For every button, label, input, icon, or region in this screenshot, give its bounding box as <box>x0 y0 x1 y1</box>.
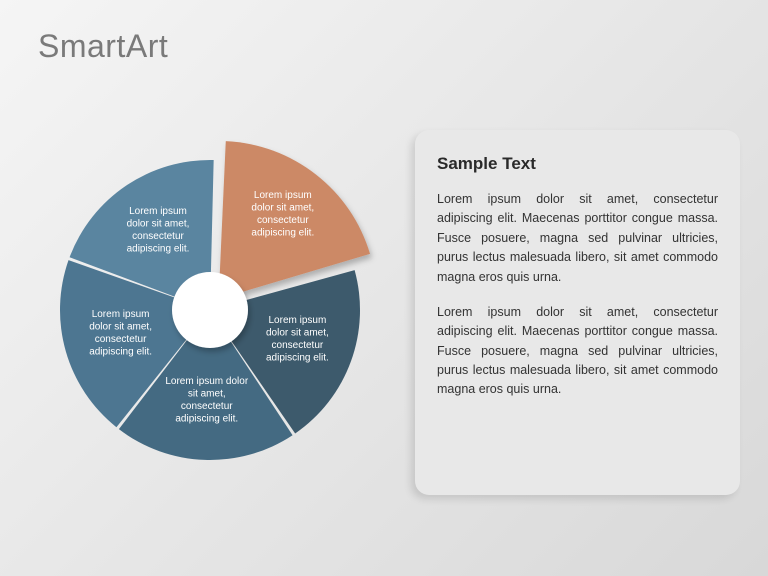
pie-slice-label: consectetur <box>181 401 233 412</box>
pie-slice-label: Lorem ipsum <box>92 309 150 320</box>
pie-slice-label: dolor sit amet, <box>89 321 152 332</box>
pie-slice-label: adipiscing elit. <box>251 228 314 239</box>
panel-paragraph-1: Lorem ipsum dolor sit amet, consectetur … <box>437 190 718 287</box>
pie-slice-label: dolor sit amet, <box>127 219 190 230</box>
pie-slice-label: dolor sit amet, <box>266 328 329 339</box>
pie-slice-label: Lorem ipsum <box>129 206 187 217</box>
pie-chart: Lorem ipsumdolor sit amet,consecteturadi… <box>30 120 390 500</box>
pie-slice-label: consectetur <box>132 231 184 242</box>
pie-slice-label: consectetur <box>95 334 147 345</box>
pie-slice-label: consectetur <box>272 340 324 351</box>
pie-slice-label: Lorem ipsum dolor <box>165 376 248 387</box>
panel-paragraph-2: Lorem ipsum dolor sit amet, consectetur … <box>437 303 718 400</box>
pie-slice-label: adipiscing elit. <box>89 346 152 357</box>
text-panel: Sample Text Lorem ipsum dolor sit amet, … <box>415 130 740 495</box>
page-title: SmartArt <box>38 28 168 65</box>
pie-hub <box>172 272 248 348</box>
pie-slice-label: adipiscing elit. <box>127 244 190 255</box>
pie-slice-label: adipiscing elit. <box>175 414 238 425</box>
panel-heading: Sample Text <box>437 154 718 174</box>
pie-slice-label: sit amet, <box>188 389 226 400</box>
pie-slice-label: Lorem ipsum <box>254 190 312 201</box>
pie-slice-label: consectetur <box>257 215 309 226</box>
pie-slice-label: Lorem ipsum <box>268 315 326 326</box>
pie-slice-label: dolor sit amet, <box>251 203 314 214</box>
pie-slice-label: adipiscing elit. <box>266 353 329 364</box>
